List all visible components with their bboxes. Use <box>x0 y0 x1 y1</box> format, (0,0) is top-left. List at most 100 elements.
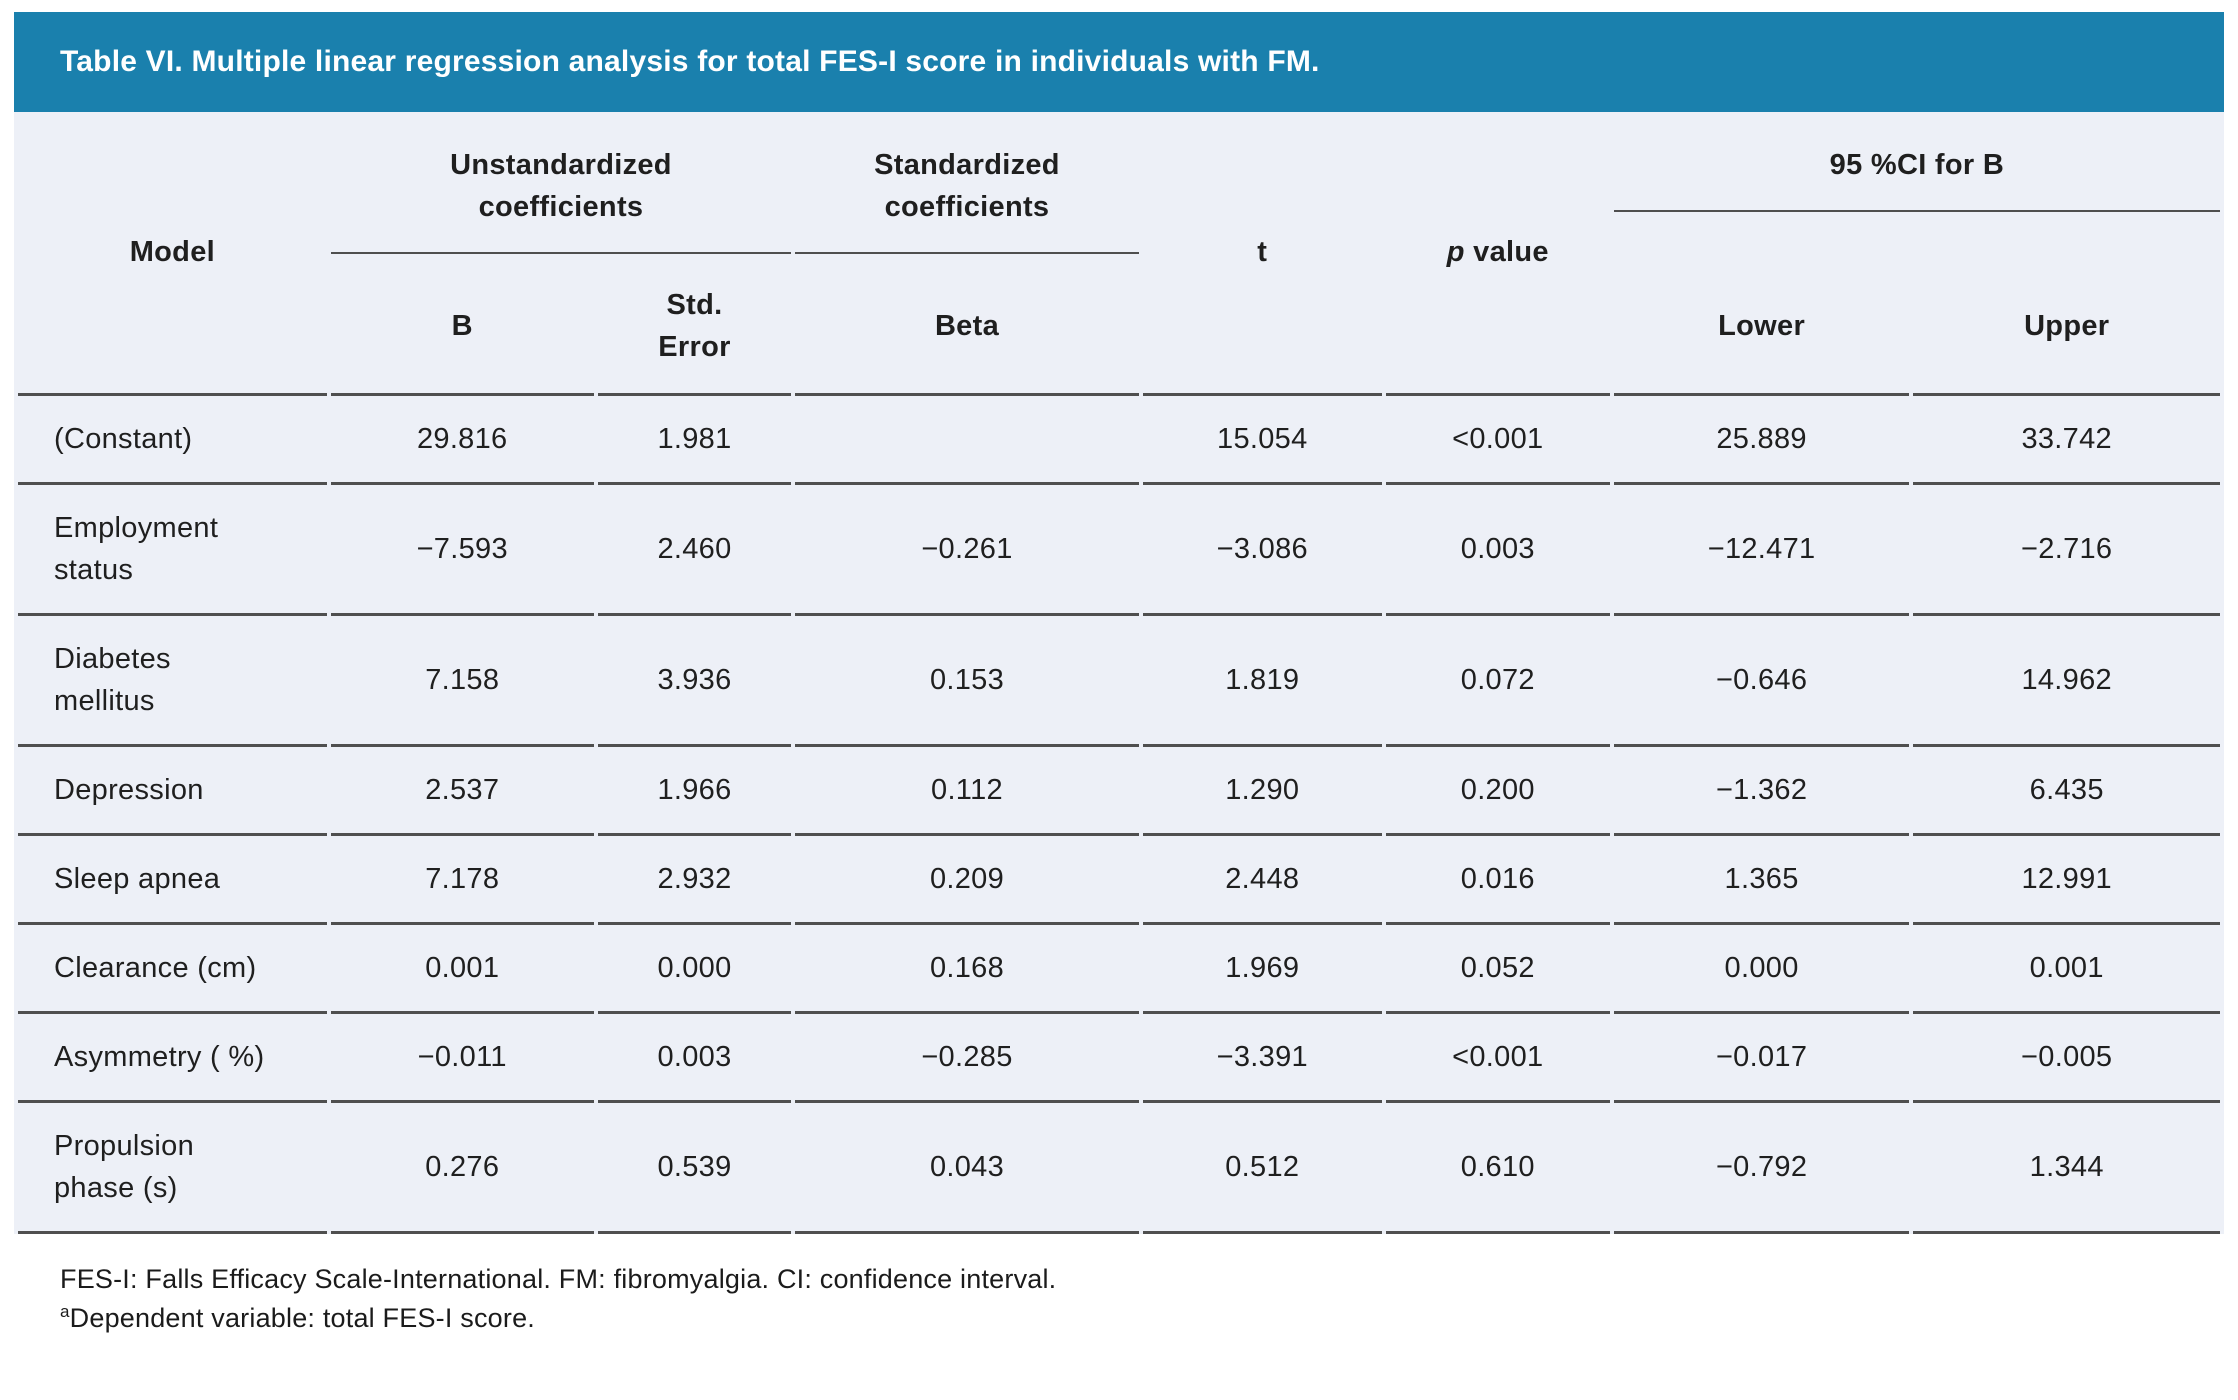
cell-p: 0.003 <box>1385 485 1610 616</box>
footnote-dependent-variable-text: Dependent variable: total FES-I score. <box>69 1303 535 1333</box>
header-beta: Beta <box>795 258 1139 396</box>
cell-p: 0.610 <box>1385 1103 1610 1234</box>
cell-b: −7.593 <box>330 485 594 616</box>
cell-lower: −0.017 <box>1613 1014 1910 1103</box>
cell-lower: −1.362 <box>1613 747 1910 836</box>
table-row: Asymmetry ( %) −0.011 0.003 −0.285 −3.39… <box>18 1014 2220 1103</box>
cell-p: <0.001 <box>1385 396 1610 485</box>
regression-table: Model Unstandardized coefficients Standa… <box>14 112 2224 1234</box>
header-p-value: p value <box>1385 112 1610 396</box>
row-label: Clearance (cm) <box>18 925 327 1014</box>
table-row: Clearance (cm) 0.001 0.000 0.168 1.969 0… <box>18 925 2220 1014</box>
standardized-underline <box>795 252 1139 254</box>
cell-beta: −0.261 <box>795 485 1139 616</box>
cell-t: 15.054 <box>1142 396 1382 485</box>
cell-lower: −0.792 <box>1613 1103 1910 1234</box>
cell-lower: 1.365 <box>1613 836 1910 925</box>
cell-t: 0.512 <box>1142 1103 1382 1234</box>
cell-b: −0.011 <box>330 1014 594 1103</box>
footnote-dependent-variable: aDependent variable: total FES-I score. <box>60 1299 2224 1338</box>
cell-upper: 14.962 <box>1913 616 2220 747</box>
header-standardized-group: Standardized coefficients <box>795 112 1139 258</box>
cell-beta <box>795 396 1139 485</box>
cell-std-error: 2.932 <box>597 836 792 925</box>
cell-beta: −0.285 <box>795 1014 1139 1103</box>
header-upper: Upper <box>1913 258 2220 396</box>
cell-beta: 0.112 <box>795 747 1139 836</box>
table-row: Sleep apnea 7.178 2.932 0.209 2.448 0.01… <box>18 836 2220 925</box>
header-unstandardized-label: Unstandardized coefficients <box>450 149 672 223</box>
table-row: Propulsion phase (s) 0.276 0.539 0.043 0… <box>18 1103 2220 1234</box>
row-label: Sleep apnea <box>18 836 327 925</box>
row-label: Asymmetry ( %) <box>18 1014 327 1103</box>
header-ci-label: 95 %CI for B <box>1829 149 2005 181</box>
table-row: Employment status −7.593 2.460 −0.261 −3… <box>18 485 2220 616</box>
footnote-superscript-a: a <box>60 1302 70 1321</box>
cell-b: 7.158 <box>330 616 594 747</box>
row-label: Propulsion phase (s) <box>18 1103 327 1234</box>
cell-p: 0.200 <box>1385 747 1610 836</box>
cell-upper: 33.742 <box>1913 396 2220 485</box>
cell-b: 2.537 <box>330 747 594 836</box>
cell-std-error: 0.000 <box>597 925 792 1014</box>
cell-std-error: 1.981 <box>597 396 792 485</box>
cell-t: 1.969 <box>1142 925 1382 1014</box>
header-group-row: Model Unstandardized coefficients Standa… <box>18 112 2220 396</box>
cell-std-error: 1.966 <box>597 747 792 836</box>
table-title-bar: Table VI. Multiple linear regression ana… <box>14 12 2224 112</box>
unstandardized-underline <box>330 252 792 254</box>
table-figure: Table VI. Multiple linear regression ana… <box>14 12 2224 1338</box>
cell-upper: −2.716 <box>1913 485 2220 616</box>
cell-std-error: 3.936 <box>597 616 792 747</box>
cell-t: −3.086 <box>1142 485 1382 616</box>
table-row: (Constant) 29.816 1.981 15.054 <0.001 25… <box>18 396 2220 485</box>
header-p-italic: p <box>1446 236 1465 268</box>
table-header: Model Unstandardized coefficients Standa… <box>18 112 2220 396</box>
cell-std-error: 0.539 <box>597 1103 792 1234</box>
header-unstandardized-group: Unstandardized coefficients <box>330 112 792 258</box>
cell-beta: 0.153 <box>795 616 1139 747</box>
ci-underline <box>1613 210 2220 212</box>
cell-b: 0.001 <box>330 925 594 1014</box>
header-t: t <box>1142 112 1382 396</box>
header-std-error: Std. Error <box>597 258 792 396</box>
cell-b: 7.178 <box>330 836 594 925</box>
row-label: Diabetes mellitus <box>18 616 327 747</box>
cell-p: 0.016 <box>1385 836 1610 925</box>
cell-upper: 12.991 <box>1913 836 2220 925</box>
cell-p: <0.001 <box>1385 1014 1610 1103</box>
cell-t: 1.290 <box>1142 747 1382 836</box>
row-label: Employment status <box>18 485 327 616</box>
cell-upper: 1.344 <box>1913 1103 2220 1234</box>
cell-upper: −0.005 <box>1913 1014 2220 1103</box>
cell-lower: −12.471 <box>1613 485 1910 616</box>
cell-b: 29.816 <box>330 396 594 485</box>
header-ci-group: 95 %CI for B <box>1613 112 2220 258</box>
cell-p: 0.052 <box>1385 925 1610 1014</box>
cell-b: 0.276 <box>330 1103 594 1234</box>
cell-upper: 0.001 <box>1913 925 2220 1014</box>
cell-beta: 0.043 <box>795 1103 1139 1234</box>
header-b: B <box>330 258 594 396</box>
header-lower: Lower <box>1613 258 1910 396</box>
header-model: Model <box>18 112 327 396</box>
row-label: Depression <box>18 747 327 836</box>
table-body: (Constant) 29.816 1.981 15.054 <0.001 25… <box>18 396 2220 1234</box>
cell-beta: 0.168 <box>795 925 1139 1014</box>
cell-t: −3.391 <box>1142 1014 1382 1103</box>
header-sub-row: B Std. Error Beta Lower Upper <box>18 258 2220 396</box>
table-row: Depression 2.537 1.966 0.112 1.290 0.200… <box>18 747 2220 836</box>
cell-t: 1.819 <box>1142 616 1382 747</box>
cell-beta: 0.209 <box>795 836 1139 925</box>
cell-t: 2.448 <box>1142 836 1382 925</box>
header-standardized-label: Standardized coefficients <box>874 149 1060 223</box>
table-title: Table VI. Multiple linear regression ana… <box>60 45 1320 78</box>
cell-std-error: 0.003 <box>597 1014 792 1103</box>
cell-upper: 6.435 <box>1913 747 2220 836</box>
table-row: Diabetes mellitus 7.158 3.936 0.153 1.81… <box>18 616 2220 747</box>
footnote-abbreviations: FES-I: Falls Efficacy Scale-Internationa… <box>60 1264 1057 1294</box>
header-p-rest: value <box>1464 236 1549 268</box>
cell-lower: −0.646 <box>1613 616 1910 747</box>
cell-lower: 25.889 <box>1613 396 1910 485</box>
table-footnotes: FES-I: Falls Efficacy Scale-Internationa… <box>60 1260 2224 1338</box>
